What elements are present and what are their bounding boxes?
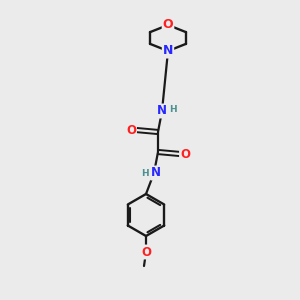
Text: O: O bbox=[141, 245, 151, 259]
Text: N: N bbox=[151, 167, 161, 179]
Text: O: O bbox=[126, 124, 136, 136]
Text: N: N bbox=[163, 44, 173, 58]
Text: H: H bbox=[169, 106, 177, 115]
Text: H: H bbox=[141, 169, 149, 178]
Text: O: O bbox=[163, 19, 173, 32]
Text: O: O bbox=[180, 148, 190, 160]
Text: N: N bbox=[157, 104, 167, 118]
